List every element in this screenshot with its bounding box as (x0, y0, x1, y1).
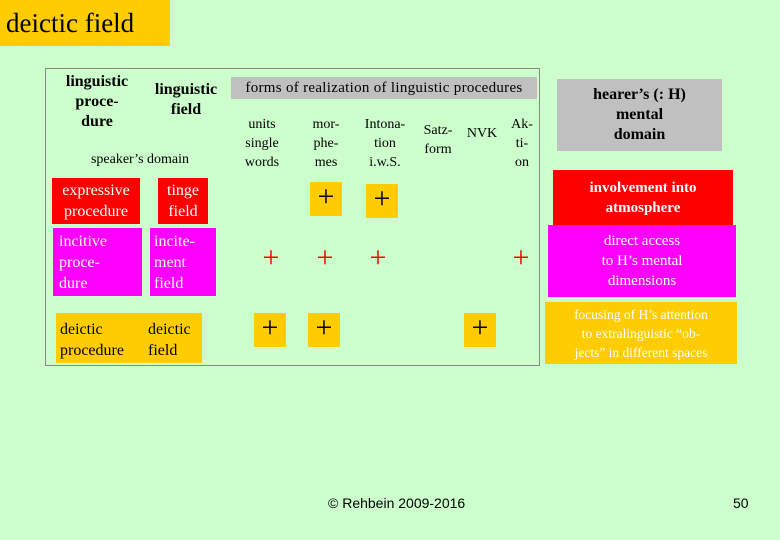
copyright-text: © Rehbein 2009-2016 (328, 495, 466, 511)
header-linguistic-field: linguistic field (144, 80, 228, 120)
subheader-line: form (424, 142, 452, 157)
header-col2-line: linguistic (154, 81, 218, 98)
subheader-line: units (248, 117, 276, 132)
cell-line: direct access (603, 233, 681, 249)
subheader-line: phe- (313, 136, 339, 151)
row-incitement-field: incite- ment field (150, 228, 216, 296)
cell-line: atmosphere (605, 200, 681, 216)
row-deictic-field: deictic field (148, 319, 204, 361)
cell-line: incitive (59, 233, 107, 250)
header-speaker-domain: speaker’s domain (90, 152, 190, 167)
subheader-aktion: Ak- ti- on (502, 115, 542, 172)
hearer-header-line: hearer’s (: H) (593, 86, 686, 103)
subheader-line: Intona- (364, 117, 406, 132)
subheader-satzform: Satz- form (416, 121, 460, 159)
plus-mark: + (308, 313, 340, 347)
header-col2-line: field (170, 101, 202, 118)
cell-line: dimensions (607, 273, 677, 289)
header-forms-of-realization: forms of realization of linguistic proce… (231, 77, 537, 99)
cell-line: incite- (154, 233, 195, 250)
plus-mark: + (262, 241, 280, 274)
subheader-line: ti- (515, 136, 529, 151)
cell-line: to H’s mental (601, 253, 683, 269)
cell-line: focusing of H’s attention (574, 306, 708, 322)
row-tinge-field: tinge field (158, 178, 208, 224)
plus-mark: + (512, 241, 530, 274)
cell-line: expressive (62, 182, 130, 199)
row-expressive-procedure: expressive procedure (52, 178, 140, 224)
cell-line: involvement into (589, 180, 697, 196)
cell-line: field (148, 342, 178, 359)
cell-line: deictic (148, 321, 191, 338)
row-hearer-focusing: focusing of H’s attention to extralingui… (545, 302, 737, 364)
plus-mark: + (316, 241, 334, 274)
header-col1-line: proce- (75, 93, 119, 110)
cell-line: field (168, 203, 198, 220)
header-col1-line: linguistic (65, 73, 129, 90)
subheader-line: mes (314, 155, 338, 170)
hearer-header-line: domain (613, 126, 666, 143)
cell-line: deictic (60, 321, 103, 338)
subheader-units: units single words (234, 115, 290, 172)
subheader-intonation: Intona- tion i.w.S. (354, 115, 416, 172)
row-hearer-involvement: involvement into atmosphere (553, 170, 733, 226)
header-col1-line: dure (81, 113, 113, 130)
plus-mark: + (464, 313, 496, 347)
plus-mark: + (310, 182, 342, 216)
subheader-morphemes: mor- phe- mes (298, 115, 354, 172)
cell-line: field (154, 275, 184, 292)
subheader-line: i.w.S. (369, 155, 401, 170)
cell-line: procedure (60, 342, 124, 359)
row-deictic-bg (56, 313, 202, 363)
plus-mark: + (369, 241, 387, 274)
row-incitive-procedure: incitive proce- dure (53, 228, 142, 296)
subheader-line: on (515, 155, 529, 170)
cell-line: jects” in different spaces (574, 344, 708, 360)
cell-line: dure (59, 275, 88, 292)
table-frame (45, 68, 540, 366)
header-hearer-domain: hearer’s (: H) mental domain (557, 79, 722, 151)
subheader-line: single (245, 136, 279, 151)
hearer-header-line: mental (615, 106, 664, 123)
slide-title: deictic field (0, 0, 170, 46)
cell-line: procedure (64, 203, 128, 220)
subheader-line: mor- (312, 117, 340, 132)
header-linguistic-procedure: linguistic proce- dure (52, 72, 142, 132)
subheader-line: tion (374, 136, 396, 151)
cell-line: to extralinguistic “ob- (581, 325, 701, 341)
cell-line: proce- (59, 254, 100, 271)
subheader-line: Satz- (423, 123, 453, 138)
cell-line: ment (154, 254, 186, 271)
plus-mark: + (254, 313, 286, 347)
cell-line: tinge (167, 182, 199, 199)
subheader-line: words (244, 155, 280, 170)
row-deictic-procedure: deictic procedure (60, 319, 150, 361)
plus-mark: + (366, 184, 398, 218)
subheader-nvk: NVK (462, 124, 502, 143)
row-hearer-direct-access: direct access to H’s mental dimensions (548, 225, 736, 297)
page-number: 50 (733, 495, 749, 511)
subheader-line: NVK (466, 126, 498, 141)
subheader-line: Ak- (511, 117, 533, 132)
